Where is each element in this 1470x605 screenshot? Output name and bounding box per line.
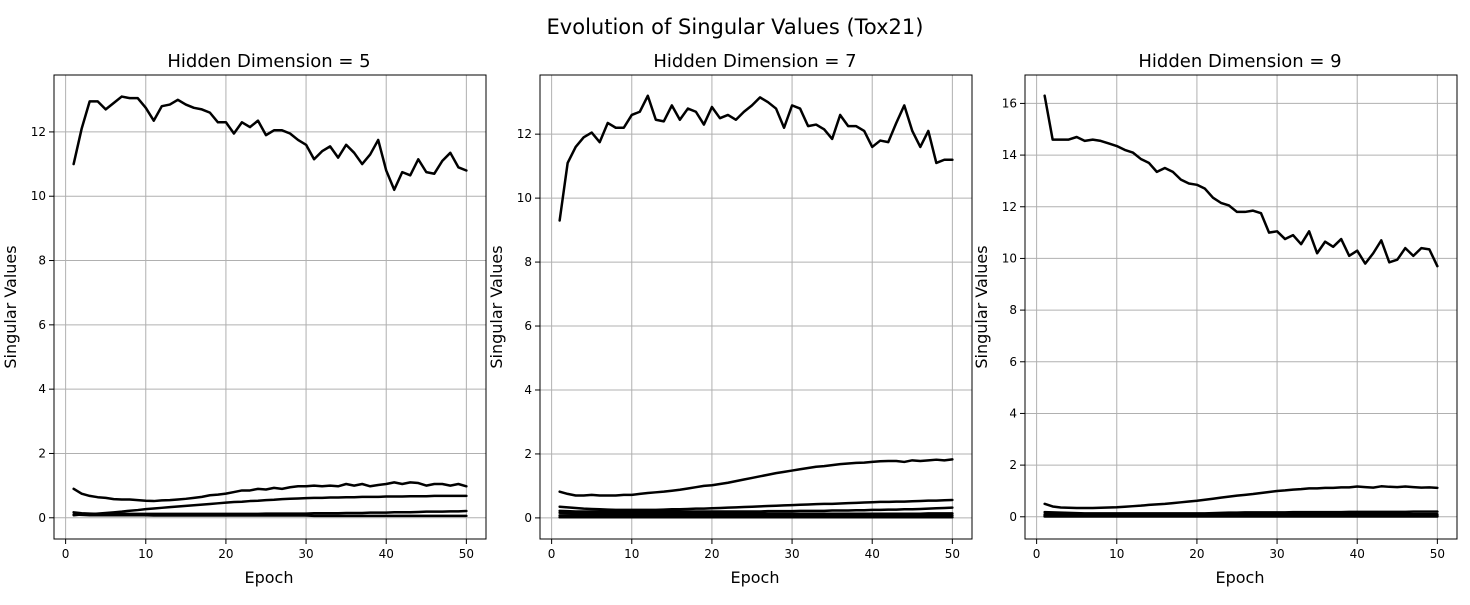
x-axis-label: Epoch bbox=[1216, 568, 1265, 587]
series-line bbox=[72, 494, 468, 517]
y-tick-label: 4 bbox=[38, 382, 46, 396]
y-tick-label: 6 bbox=[38, 318, 46, 332]
x-axis-label: Epoch bbox=[731, 568, 780, 587]
y-tick-label: 2 bbox=[38, 446, 46, 460]
x-tick-label: 30 bbox=[784, 547, 799, 561]
x-tick-label: 50 bbox=[459, 547, 474, 561]
panel-title: Hidden Dimension = 9 bbox=[1138, 51, 1341, 72]
y-axis-label: Singular Values bbox=[972, 245, 991, 368]
y-tick-label: 12 bbox=[1002, 200, 1017, 214]
series-line bbox=[1043, 485, 1439, 510]
y-tick-label: 10 bbox=[517, 191, 532, 205]
y-tick-label: 4 bbox=[1009, 406, 1017, 420]
x-tick-label: 50 bbox=[1430, 547, 1445, 561]
y-axis-label: Singular Values bbox=[1, 245, 20, 368]
y-tick-label: 8 bbox=[524, 255, 532, 269]
series-line bbox=[72, 509, 468, 516]
x-axis-label: Epoch bbox=[245, 568, 294, 587]
y-tick-label: 2 bbox=[1009, 458, 1017, 472]
x-tick-label: 0 bbox=[1033, 547, 1041, 561]
x-tick-label: 20 bbox=[1189, 547, 1204, 561]
series-line bbox=[558, 511, 954, 515]
panel-hidden-dim-9: Hidden Dimension = 9 Epoch Singular Valu… bbox=[972, 51, 1458, 587]
panel-hidden-dim-5: Hidden Dimension = 5 Epoch Singular Valu… bbox=[1, 51, 487, 587]
series-line bbox=[558, 458, 954, 497]
series-line bbox=[558, 506, 954, 513]
x-tick-label: 30 bbox=[1269, 547, 1284, 561]
y-tick-label: 6 bbox=[524, 319, 532, 333]
y-tick-label: 0 bbox=[524, 511, 532, 525]
series-line bbox=[72, 481, 468, 503]
y-tick-label: 8 bbox=[1009, 303, 1017, 317]
y-tick-label: 14 bbox=[1002, 148, 1017, 162]
y-tick-label: 0 bbox=[38, 511, 46, 525]
x-tick-label: 40 bbox=[379, 547, 394, 561]
x-tick-label: 10 bbox=[1109, 547, 1124, 561]
series-line bbox=[72, 95, 468, 192]
y-tick-label: 10 bbox=[31, 189, 46, 203]
x-tick-label: 10 bbox=[138, 547, 153, 561]
panel-hidden-dim-7: Hidden Dimension = 7 Epoch Singular Valu… bbox=[487, 51, 973, 587]
axes-frame bbox=[539, 74, 973, 540]
figure-title: Evolution of Singular Values (Tox21) bbox=[547, 15, 924, 39]
series-line bbox=[558, 94, 954, 222]
x-tick-label: 0 bbox=[548, 547, 556, 561]
axes-frame bbox=[1024, 74, 1458, 540]
x-tick-label: 20 bbox=[218, 547, 233, 561]
y-tick-label: 4 bbox=[524, 383, 532, 397]
x-tick-label: 20 bbox=[704, 547, 719, 561]
series-line bbox=[558, 498, 954, 512]
y-tick-label: 2 bbox=[524, 447, 532, 461]
y-tick-label: 6 bbox=[1009, 355, 1017, 369]
panel-title: Hidden Dimension = 5 bbox=[167, 51, 370, 72]
panel-title: Hidden Dimension = 7 bbox=[653, 51, 856, 72]
x-tick-label: 40 bbox=[865, 547, 880, 561]
y-axis-label: Singular Values bbox=[487, 245, 506, 368]
x-tick-label: 0 bbox=[62, 547, 70, 561]
x-tick-label: 30 bbox=[298, 547, 313, 561]
y-tick-label: 8 bbox=[38, 254, 46, 268]
y-tick-label: 12 bbox=[31, 125, 46, 139]
series-line bbox=[72, 513, 468, 518]
y-tick-label: 10 bbox=[1002, 251, 1017, 265]
axes-frame bbox=[53, 74, 487, 540]
y-tick-label: 0 bbox=[1009, 510, 1017, 524]
x-tick-label: 40 bbox=[1350, 547, 1365, 561]
x-tick-label: 10 bbox=[624, 547, 639, 561]
x-tick-label: 50 bbox=[945, 547, 960, 561]
series-line bbox=[1043, 94, 1439, 268]
y-tick-label: 12 bbox=[517, 127, 532, 141]
y-tick-label: 16 bbox=[1002, 96, 1017, 110]
